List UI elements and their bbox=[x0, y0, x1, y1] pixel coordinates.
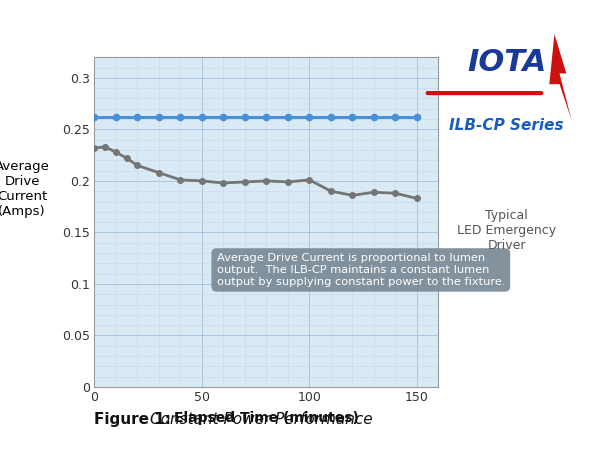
X-axis label: Elapsed Time (minutes): Elapsed Time (minutes) bbox=[174, 411, 359, 425]
Text: Typical
LED Emergency
Driver: Typical LED Emergency Driver bbox=[457, 209, 556, 252]
Text: Figure 1:: Figure 1: bbox=[94, 412, 177, 426]
Polygon shape bbox=[549, 34, 571, 120]
Y-axis label: Average
Drive
Current
(Amps): Average Drive Current (Amps) bbox=[0, 160, 49, 218]
Text: Constant Power Performance: Constant Power Performance bbox=[150, 412, 373, 426]
Text: ILB-CP Series: ILB-CP Series bbox=[449, 118, 564, 133]
Text: IOTA: IOTA bbox=[467, 48, 546, 77]
Text: Average Drive Current is proportional to lumen
output.  The ILB-CP maintains a c: Average Drive Current is proportional to… bbox=[217, 253, 505, 287]
